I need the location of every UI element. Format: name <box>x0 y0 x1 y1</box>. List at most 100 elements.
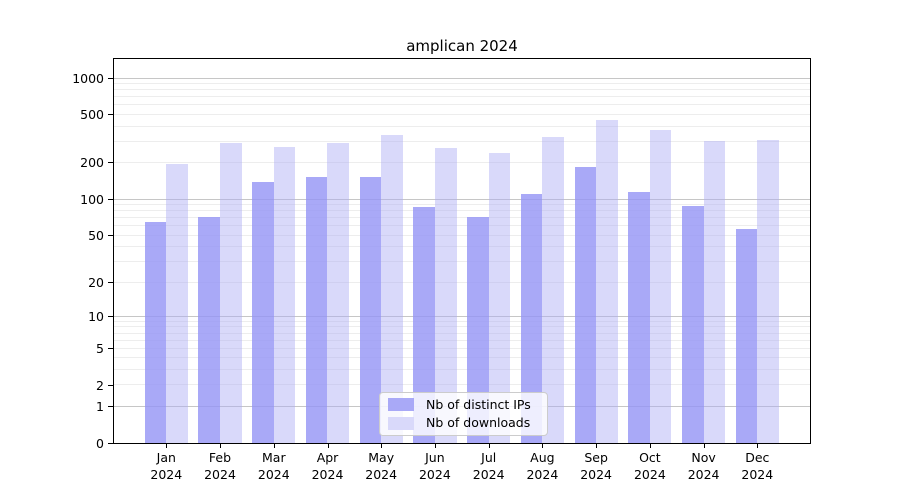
y-tick-mark <box>108 442 113 444</box>
y-minor-gridline <box>114 357 810 359</box>
y-minor-gridline <box>114 326 810 328</box>
y-minor-gridline <box>114 125 810 127</box>
y-tick-label: 50 <box>88 227 104 243</box>
x-tick-label-month: Feb <box>208 450 232 465</box>
y-tick-label: 1 <box>96 398 104 414</box>
bar-nb-of-downloads-mar <box>273 147 296 443</box>
x-tick-label-month: Oct <box>639 450 661 465</box>
y-minor-gridline <box>114 225 810 227</box>
bar-nb-of-downloads-may <box>381 134 403 443</box>
x-tick-label-year: 2024 <box>311 466 344 482</box>
bar-nb-of-distinct-ips-apr <box>305 176 328 443</box>
x-tick-label-month: Jun <box>425 450 445 465</box>
plot-canvas <box>114 59 810 443</box>
x-tick-label-year: 2024 <box>633 466 666 482</box>
x-tick-label: Jun 2024 <box>408 450 462 483</box>
x-tick-mark <box>166 443 168 448</box>
y-minor-gridline <box>114 339 810 341</box>
x-tick-label: Jan 2024 <box>139 450 193 483</box>
x-tick-label: May 2024 <box>354 450 408 483</box>
x-tick-mark <box>220 443 221 448</box>
x-tick-label-month: Aug <box>530 450 555 465</box>
bar-nb-of-downloads-oct <box>649 129 672 443</box>
y-minor-gridline <box>114 332 810 334</box>
y-tick-label: 100 <box>80 191 104 207</box>
y-tick-mark <box>108 162 113 164</box>
y-tick-label: 200 <box>80 155 104 171</box>
x-tick-label-year: 2024 <box>526 466 559 482</box>
y-major-gridline <box>114 77 810 79</box>
x-tick-mark <box>703 443 705 448</box>
bar-nb-of-distinct-ips-feb <box>198 217 221 443</box>
y-tick-mark <box>108 384 113 386</box>
legend-swatch-downloads <box>388 416 414 430</box>
x-tick-label-month: Nov <box>691 450 716 465</box>
y-major-gridline <box>114 198 810 200</box>
y-minor-gridline <box>114 83 810 85</box>
y-minor-gridline <box>114 217 810 219</box>
bar-nb-of-downloads-aug <box>542 137 564 443</box>
x-tick-label-month: May <box>368 450 395 465</box>
bar-nb-of-downloads-feb <box>220 142 242 443</box>
legend-label-downloads: Nb of downloads <box>426 415 531 431</box>
x-tick-label: Jul 2024 <box>462 450 516 483</box>
y-tick-label: 500 <box>80 107 104 123</box>
x-tick-label: Mar 2024 <box>247 450 301 483</box>
legend-entry-distinct-ips: Nb of distinct IPs <box>388 397 539 412</box>
y-minor-gridline <box>114 162 810 164</box>
x-tick-label-year: 2024 <box>472 466 505 482</box>
y-minor-gridline <box>114 141 810 142</box>
bar-nb-of-distinct-ips-sep <box>574 166 597 443</box>
x-tick-label-year: 2024 <box>150 466 183 482</box>
y-tick-label: 10 <box>88 308 104 324</box>
x-tick-label: Feb 2024 <box>193 450 247 483</box>
x-tick-mark <box>488 443 490 448</box>
legend-entry-downloads: Nb of downloads <box>388 416 539 430</box>
bar-nb-of-distinct-ips-aug <box>520 194 543 443</box>
y-minor-gridline <box>114 104 810 106</box>
y-minor-gridline <box>114 384 810 386</box>
x-tick-label-year: 2024 <box>418 466 451 482</box>
y-tick-label: 5 <box>96 340 104 356</box>
x-tick-label: Sep 2024 <box>569 450 623 483</box>
x-tick-label-year: 2024 <box>365 466 398 482</box>
legend: Nb of distinct IPs Nb of downloads <box>379 392 548 436</box>
x-tick-mark <box>542 443 544 448</box>
bar-nb-of-downloads-apr <box>327 143 350 443</box>
y-minor-gridline <box>114 246 810 248</box>
y-tick-mark <box>108 405 113 407</box>
x-tick-label-year: 2024 <box>257 466 290 482</box>
bar-nb-of-downloads-jun <box>434 148 457 443</box>
x-tick-label-month: Jan <box>156 450 176 465</box>
y-tick-mark <box>108 198 113 200</box>
x-tick-label: Dec 2024 <box>730 450 784 483</box>
y-minor-gridline <box>114 204 810 206</box>
x-tick-label-year: 2024 <box>204 466 236 482</box>
x-tick-label-month: Apr <box>316 450 339 465</box>
bar-nb-of-distinct-ips-jul <box>467 217 489 443</box>
y-minor-gridline <box>114 234 810 236</box>
bar-nb-of-distinct-ips-dec <box>735 229 758 443</box>
y-tick-label: 0 <box>96 435 104 451</box>
x-tick-label: Oct 2024 <box>623 450 677 483</box>
bar-nb-of-distinct-ips-mar <box>252 181 274 443</box>
legend-swatch-distinct-ips <box>388 398 414 412</box>
x-tick-label: Aug 2024 <box>515 450 569 483</box>
bar-nb-of-distinct-ips-jun <box>413 207 435 443</box>
bar-nb-of-downloads-sep <box>596 119 618 443</box>
y-minor-gridline <box>114 114 810 116</box>
y-tick-mark <box>108 114 113 116</box>
x-tick-label-month: Dec <box>745 450 770 465</box>
y-minor-gridline <box>114 89 810 91</box>
x-tick-label-month: Sep <box>584 450 608 465</box>
y-minor-gridline <box>114 281 810 283</box>
y-minor-gridline <box>114 347 810 349</box>
x-tick-mark <box>273 443 275 448</box>
bar-nb-of-downloads-jul <box>488 152 511 443</box>
bar-nb-of-distinct-ips-jan <box>144 221 167 443</box>
x-tick-label: Apr 2024 <box>301 450 355 483</box>
bar-nb-of-distinct-ips-may <box>359 176 382 443</box>
x-tick-mark <box>649 443 651 448</box>
x-tick-mark <box>596 443 598 448</box>
